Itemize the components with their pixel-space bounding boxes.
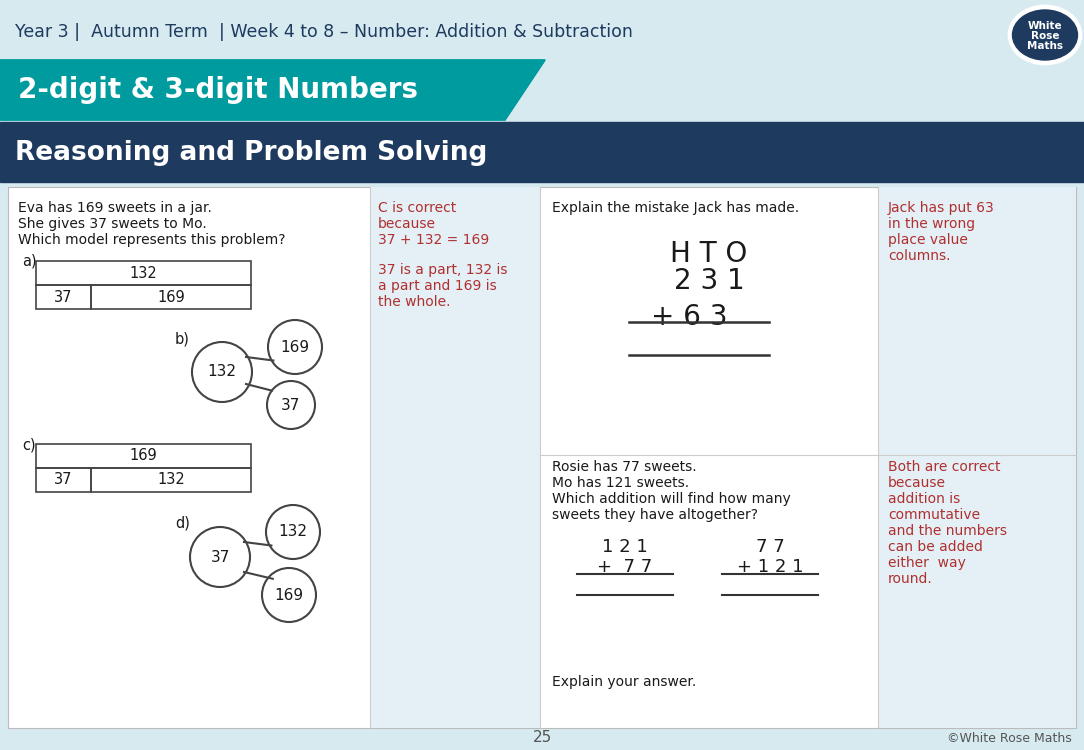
Ellipse shape [1009,6,1081,64]
Text: a): a) [22,253,37,268]
Text: 169: 169 [274,587,304,602]
Bar [36,285,91,309]
Text: 37: 37 [282,398,300,412]
Text: either  way: either way [888,556,966,570]
Text: 169: 169 [281,340,310,355]
Text: addition is: addition is [888,492,960,506]
Text: Mo has 121 sweets.: Mo has 121 sweets. [552,476,689,490]
Text: ©White Rose Maths: ©White Rose Maths [947,731,1072,745]
Text: the whole.: the whole. [378,295,451,309]
Text: Explain the mistake Jack has made.: Explain the mistake Jack has made. [552,201,799,215]
Text: C is correct: C is correct [378,201,456,215]
Bar [36,261,251,285]
Text: 132: 132 [207,364,236,380]
Text: White: White [1028,21,1062,31]
Bar [878,187,1076,728]
Text: Which addition will find how many: Which addition will find how many [552,492,790,506]
Text: and the numbers: and the numbers [888,524,1007,538]
Text: Maths: Maths [1027,41,1063,51]
Text: 2-digit & 3-digit Numbers: 2-digit & 3-digit Numbers [18,76,418,104]
Text: a part and 169 is: a part and 169 is [378,279,496,293]
Text: 169: 169 [157,290,185,304]
Text: because: because [888,476,946,490]
Bar [91,285,251,309]
Text: commutative: commutative [888,508,980,522]
Text: can be added: can be added [888,540,983,554]
Bar [36,444,251,468]
Text: 37: 37 [54,290,73,304]
Polygon shape [0,60,545,120]
Text: place value: place value [888,233,968,247]
Text: because: because [378,217,436,231]
Text: columns.: columns. [888,249,951,263]
Text: Rose: Rose [1031,31,1059,41]
Text: H T O: H T O [670,240,748,268]
Text: + 6 3: + 6 3 [650,303,727,331]
Text: 37: 37 [54,472,73,488]
Text: Jack has put 63: Jack has put 63 [888,201,995,215]
Text: b): b) [175,332,190,347]
Text: round.: round. [888,572,932,586]
Text: Reasoning and Problem Solving: Reasoning and Problem Solving [15,140,488,166]
Text: + 1 2 1: + 1 2 1 [737,558,803,576]
Text: Year 3 |  Autumn Term  | Week 4 to 8 – Number: Addition & Subtraction: Year 3 | Autumn Term | Week 4 to 8 – Num… [15,23,633,41]
Text: She gives 37 sweets to Mo.: She gives 37 sweets to Mo. [18,217,207,231]
Text: 7 7: 7 7 [756,538,785,556]
Text: Which model represents this problem?: Which model represents this problem? [18,233,285,247]
Text: Explain your answer.: Explain your answer. [552,675,696,689]
Text: +  7 7: + 7 7 [597,558,653,576]
Text: 132: 132 [279,524,308,539]
Text: in the wrong: in the wrong [888,217,976,231]
Polygon shape [0,60,545,120]
Bar [91,468,251,492]
Text: 2-digit & 3-digit Numbers: 2-digit & 3-digit Numbers [18,76,418,104]
Text: 1 2 1: 1 2 1 [602,538,648,556]
Text: 37 is a part, 132 is: 37 is a part, 132 is [378,263,507,277]
Text: 25: 25 [532,730,552,746]
Bar [370,187,540,728]
Text: 132: 132 [130,266,157,280]
Text: Eva has 169 sweets in a jar.: Eva has 169 sweets in a jar. [18,201,211,215]
Text: sweets they have altogether?: sweets they have altogether? [552,508,758,522]
Text: Rosie has 77 sweets.: Rosie has 77 sweets. [552,460,697,474]
Text: 2 3 1: 2 3 1 [673,267,745,295]
Text: d): d) [175,516,190,531]
Ellipse shape [1012,10,1077,60]
Bar [8,187,1076,728]
Bar [36,468,91,492]
Text: 132: 132 [157,472,185,488]
Text: c): c) [22,437,36,452]
Text: 169: 169 [130,448,157,464]
Polygon shape [0,122,1084,182]
Text: 37 + 132 = 169: 37 + 132 = 169 [378,233,489,247]
Text: 37: 37 [210,550,230,565]
Text: Both are correct: Both are correct [888,460,1001,474]
